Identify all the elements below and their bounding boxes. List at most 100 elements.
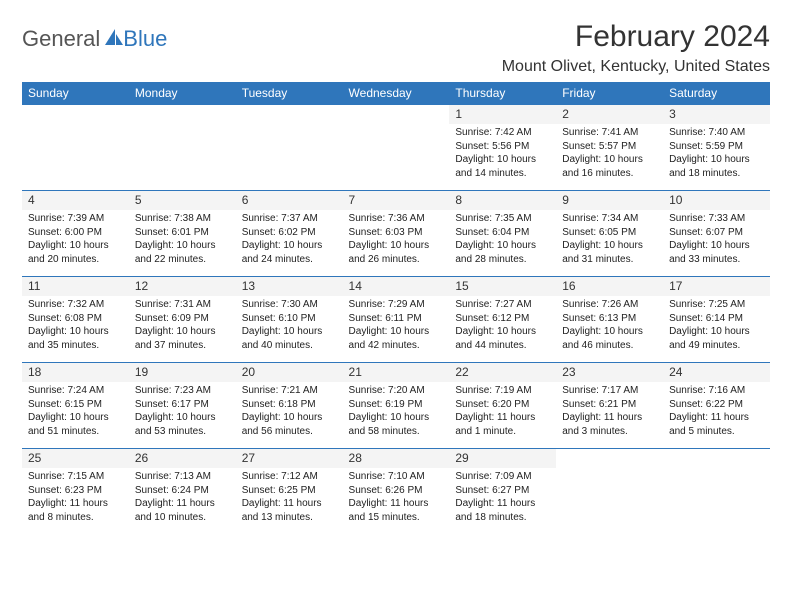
logo-text-general: General: [22, 26, 100, 52]
sunrise-text: Sunrise: 7:32 AM: [28, 298, 123, 312]
day-number: 23: [556, 363, 663, 382]
day-number: 20: [236, 363, 343, 382]
day-body: Sunrise: 7:37 AMSunset: 6:02 PMDaylight:…: [236, 210, 343, 270]
day-body: Sunrise: 7:41 AMSunset: 5:57 PMDaylight:…: [556, 124, 663, 184]
daylight-text: Daylight: 10 hours and 33 minutes.: [669, 239, 764, 266]
day-cell: 10Sunrise: 7:33 AMSunset: 6:07 PMDayligh…: [663, 191, 770, 277]
dow-friday: Friday: [556, 82, 663, 105]
day-body: Sunrise: 7:25 AMSunset: 6:14 PMDaylight:…: [663, 296, 770, 356]
sunset-text: Sunset: 6:07 PM: [669, 226, 764, 240]
sunset-text: Sunset: 6:26 PM: [349, 484, 444, 498]
daylight-text: Daylight: 11 hours and 5 minutes.: [669, 411, 764, 438]
sunrise-text: Sunrise: 7:38 AM: [135, 212, 230, 226]
day-cell: [236, 105, 343, 191]
day-body: Sunrise: 7:32 AMSunset: 6:08 PMDaylight:…: [22, 296, 129, 356]
day-number: 18: [22, 363, 129, 382]
sunset-text: Sunset: 6:03 PM: [349, 226, 444, 240]
sunrise-text: Sunrise: 7:31 AM: [135, 298, 230, 312]
day-number: 15: [449, 277, 556, 296]
day-cell: 7Sunrise: 7:36 AMSunset: 6:03 PMDaylight…: [343, 191, 450, 277]
daylight-text: Daylight: 10 hours and 37 minutes.: [135, 325, 230, 352]
day-cell: 6Sunrise: 7:37 AMSunset: 6:02 PMDaylight…: [236, 191, 343, 277]
logo-text-blue: Blue: [123, 26, 167, 52]
day-cell: 18Sunrise: 7:24 AMSunset: 6:15 PMDayligh…: [22, 363, 129, 449]
day-number: 22: [449, 363, 556, 382]
sunrise-text: Sunrise: 7:19 AM: [455, 384, 550, 398]
daylight-text: Daylight: 10 hours and 16 minutes.: [562, 153, 657, 180]
sunset-text: Sunset: 6:15 PM: [28, 398, 123, 412]
daylight-text: Daylight: 11 hours and 18 minutes.: [455, 497, 550, 524]
sunset-text: Sunset: 6:27 PM: [455, 484, 550, 498]
sunset-text: Sunset: 6:22 PM: [669, 398, 764, 412]
daylight-text: Daylight: 11 hours and 15 minutes.: [349, 497, 444, 524]
daylight-text: Daylight: 10 hours and 35 minutes.: [28, 325, 123, 352]
sunrise-text: Sunrise: 7:29 AM: [349, 298, 444, 312]
sunrise-text: Sunrise: 7:16 AM: [669, 384, 764, 398]
daylight-text: Daylight: 10 hours and 20 minutes.: [28, 239, 123, 266]
day-body: Sunrise: 7:16 AMSunset: 6:22 PMDaylight:…: [663, 382, 770, 442]
day-body: Sunrise: 7:26 AMSunset: 6:13 PMDaylight:…: [556, 296, 663, 356]
day-cell: 9Sunrise: 7:34 AMSunset: 6:05 PMDaylight…: [556, 191, 663, 277]
week-row: 25Sunrise: 7:15 AMSunset: 6:23 PMDayligh…: [22, 449, 770, 535]
day-cell: [663, 449, 770, 535]
sunset-text: Sunset: 6:08 PM: [28, 312, 123, 326]
sunrise-text: Sunrise: 7:20 AM: [349, 384, 444, 398]
daylight-text: Daylight: 11 hours and 13 minutes.: [242, 497, 337, 524]
day-cell: 4Sunrise: 7:39 AMSunset: 6:00 PMDaylight…: [22, 191, 129, 277]
sunset-text: Sunset: 6:01 PM: [135, 226, 230, 240]
day-body: Sunrise: 7:42 AMSunset: 5:56 PMDaylight:…: [449, 124, 556, 184]
day-number: 12: [129, 277, 236, 296]
day-body: Sunrise: 7:38 AMSunset: 6:01 PMDaylight:…: [129, 210, 236, 270]
daylight-text: Daylight: 10 hours and 53 minutes.: [135, 411, 230, 438]
logo-sail-icon: [104, 28, 124, 51]
sunrise-text: Sunrise: 7:17 AM: [562, 384, 657, 398]
daylight-text: Daylight: 10 hours and 31 minutes.: [562, 239, 657, 266]
daylight-text: Daylight: 10 hours and 18 minutes.: [669, 153, 764, 180]
day-number: 11: [22, 277, 129, 296]
daylight-text: Daylight: 10 hours and 26 minutes.: [349, 239, 444, 266]
day-cell: 21Sunrise: 7:20 AMSunset: 6:19 PMDayligh…: [343, 363, 450, 449]
sunset-text: Sunset: 5:59 PM: [669, 140, 764, 154]
sunset-text: Sunset: 5:56 PM: [455, 140, 550, 154]
sunset-text: Sunset: 6:04 PM: [455, 226, 550, 240]
daylight-text: Daylight: 10 hours and 14 minutes.: [455, 153, 550, 180]
daylight-text: Daylight: 10 hours and 42 minutes.: [349, 325, 444, 352]
day-cell: 20Sunrise: 7:21 AMSunset: 6:18 PMDayligh…: [236, 363, 343, 449]
day-number: 27: [236, 449, 343, 468]
day-cell: 5Sunrise: 7:38 AMSunset: 6:01 PMDaylight…: [129, 191, 236, 277]
sunset-text: Sunset: 6:00 PM: [28, 226, 123, 240]
daylight-text: Daylight: 11 hours and 3 minutes.: [562, 411, 657, 438]
day-number: 19: [129, 363, 236, 382]
day-cell: 19Sunrise: 7:23 AMSunset: 6:17 PMDayligh…: [129, 363, 236, 449]
calendar-page: General Blue February 2024 Mount Olivet,…: [0, 0, 792, 555]
dow-tuesday: Tuesday: [236, 82, 343, 105]
day-body: Sunrise: 7:40 AMSunset: 5:59 PMDaylight:…: [663, 124, 770, 184]
day-body: Sunrise: 7:29 AMSunset: 6:11 PMDaylight:…: [343, 296, 450, 356]
sunset-text: Sunset: 6:24 PM: [135, 484, 230, 498]
day-number: 4: [22, 191, 129, 210]
sunset-text: Sunset: 6:05 PM: [562, 226, 657, 240]
day-cell: 25Sunrise: 7:15 AMSunset: 6:23 PMDayligh…: [22, 449, 129, 535]
logo: General Blue: [22, 20, 167, 52]
day-body: Sunrise: 7:39 AMSunset: 6:00 PMDaylight:…: [22, 210, 129, 270]
day-of-week-row: Sunday Monday Tuesday Wednesday Thursday…: [22, 82, 770, 105]
day-cell: 16Sunrise: 7:26 AMSunset: 6:13 PMDayligh…: [556, 277, 663, 363]
dow-monday: Monday: [129, 82, 236, 105]
day-cell: 2Sunrise: 7:41 AMSunset: 5:57 PMDaylight…: [556, 105, 663, 191]
day-number: 13: [236, 277, 343, 296]
sunrise-text: Sunrise: 7:39 AM: [28, 212, 123, 226]
sunset-text: Sunset: 6:18 PM: [242, 398, 337, 412]
sunrise-text: Sunrise: 7:41 AM: [562, 126, 657, 140]
day-body: Sunrise: 7:20 AMSunset: 6:19 PMDaylight:…: [343, 382, 450, 442]
dow-thursday: Thursday: [449, 82, 556, 105]
sunrise-text: Sunrise: 7:21 AM: [242, 384, 337, 398]
sunset-text: Sunset: 6:25 PM: [242, 484, 337, 498]
sunset-text: Sunset: 6:20 PM: [455, 398, 550, 412]
sunrise-text: Sunrise: 7:40 AM: [669, 126, 764, 140]
week-row: 11Sunrise: 7:32 AMSunset: 6:08 PMDayligh…: [22, 277, 770, 363]
day-body: Sunrise: 7:21 AMSunset: 6:18 PMDaylight:…: [236, 382, 343, 442]
day-body: Sunrise: 7:15 AMSunset: 6:23 PMDaylight:…: [22, 468, 129, 528]
sunset-text: Sunset: 6:14 PM: [669, 312, 764, 326]
daylight-text: Daylight: 11 hours and 10 minutes.: [135, 497, 230, 524]
day-cell: 23Sunrise: 7:17 AMSunset: 6:21 PMDayligh…: [556, 363, 663, 449]
